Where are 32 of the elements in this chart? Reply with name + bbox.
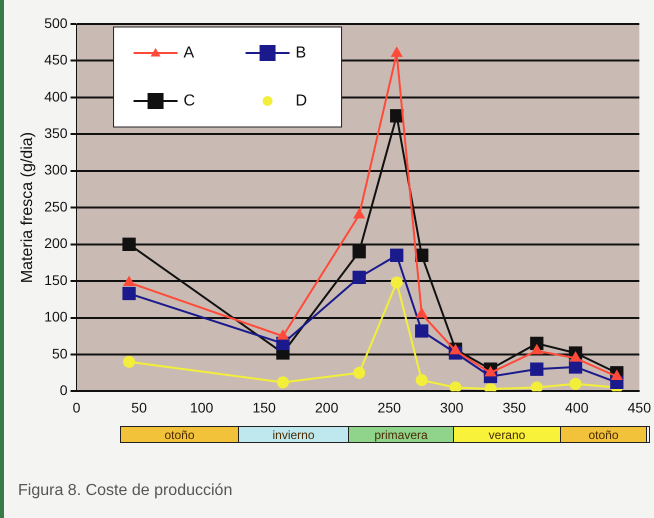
y-tick-label: 50 xyxy=(52,345,68,362)
x-tick-label: 450 xyxy=(628,399,652,416)
x-tick-label: 150 xyxy=(252,399,276,416)
x-tick-label: 300 xyxy=(440,399,464,416)
text: verano xyxy=(454,427,561,442)
x-tick-label: 350 xyxy=(502,399,526,416)
y-tick-label: 0 xyxy=(60,382,68,398)
y-tick-label: 300 xyxy=(44,162,68,178)
x-tick-label: 50 xyxy=(131,399,148,416)
y-tick-label: 200 xyxy=(44,235,68,252)
y-tick-label: 150 xyxy=(44,272,68,288)
y-tick-label: 250 xyxy=(44,198,68,214)
y-tick-label: 100 xyxy=(44,308,68,325)
y-tick-label: 400 xyxy=(44,88,68,104)
text: otoño xyxy=(121,427,239,442)
y-tick-label: 350 xyxy=(44,125,68,142)
legend-label: C xyxy=(184,92,196,110)
y-axis-title: Materia fresca (g/dia) xyxy=(19,132,36,284)
text: otoño xyxy=(561,427,647,442)
legend-label: B xyxy=(296,44,306,62)
x-tick-label: 100 xyxy=(190,399,214,416)
y-tick-label: 450 xyxy=(44,52,68,68)
x-tick-label: 200 xyxy=(314,399,339,416)
x-tick-label: 250 xyxy=(378,399,402,416)
text: invierno xyxy=(239,427,349,442)
x-tick-label: 400 xyxy=(565,399,589,416)
text: Figura 8. Coste de producción xyxy=(18,482,232,500)
legend-label: D xyxy=(296,92,308,110)
legend-label: A xyxy=(184,44,195,62)
x-tick-label: 0 xyxy=(72,399,81,416)
text: primavera xyxy=(349,427,454,442)
y-tick-label: 500 xyxy=(44,14,68,31)
